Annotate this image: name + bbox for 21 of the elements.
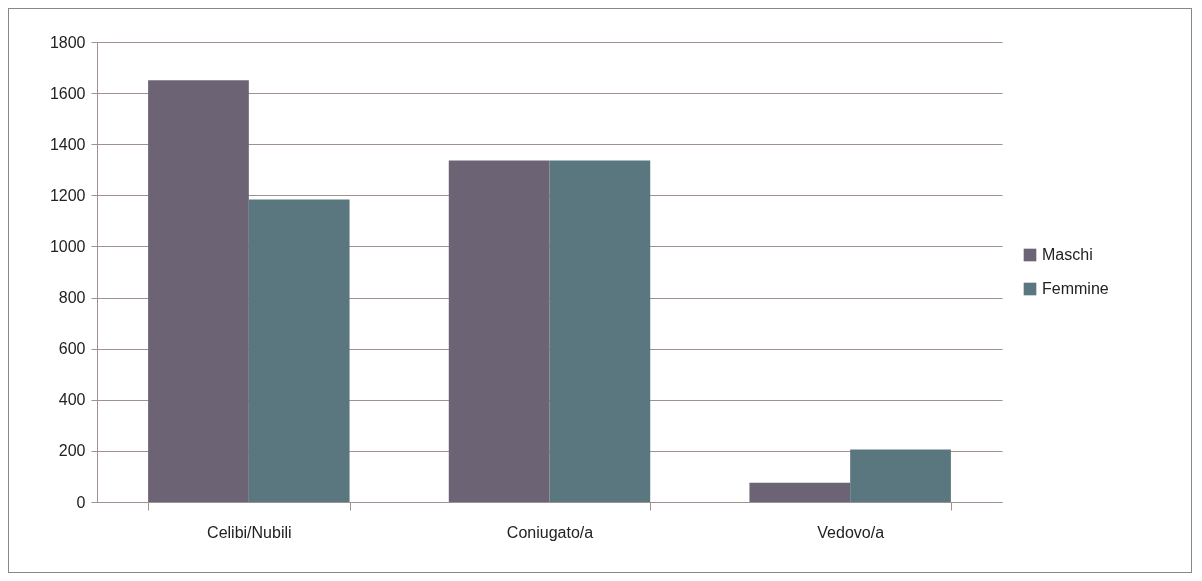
y-tick-label: 1200 — [49, 186, 86, 204]
y-tick-label: 0 — [76, 493, 86, 511]
y-tick-label: 1600 — [49, 84, 86, 102]
y-tick-label: 800 — [58, 289, 86, 307]
x-tick-label: Vedovo/a — [817, 523, 885, 541]
y-tick-label: 400 — [58, 391, 86, 409]
bar — [448, 160, 550, 502]
x-tick-label: Celibi/Nubili — [207, 523, 292, 541]
bar — [549, 160, 651, 502]
y-tick-label: 200 — [58, 442, 86, 460]
legend-label: Femmine — [1042, 280, 1109, 297]
y-tick-label: 1800 — [49, 33, 86, 51]
bar — [749, 482, 851, 502]
bar — [148, 80, 249, 502]
legend-label: Maschi — [1042, 246, 1093, 263]
x-tick-label: Coniugato/a — [506, 523, 594, 541]
y-tick-label: 1400 — [49, 135, 86, 153]
y-tick-label: 600 — [58, 340, 86, 358]
bar — [850, 449, 951, 502]
bar — [248, 199, 350, 502]
y-tick-label: 1000 — [49, 237, 86, 255]
